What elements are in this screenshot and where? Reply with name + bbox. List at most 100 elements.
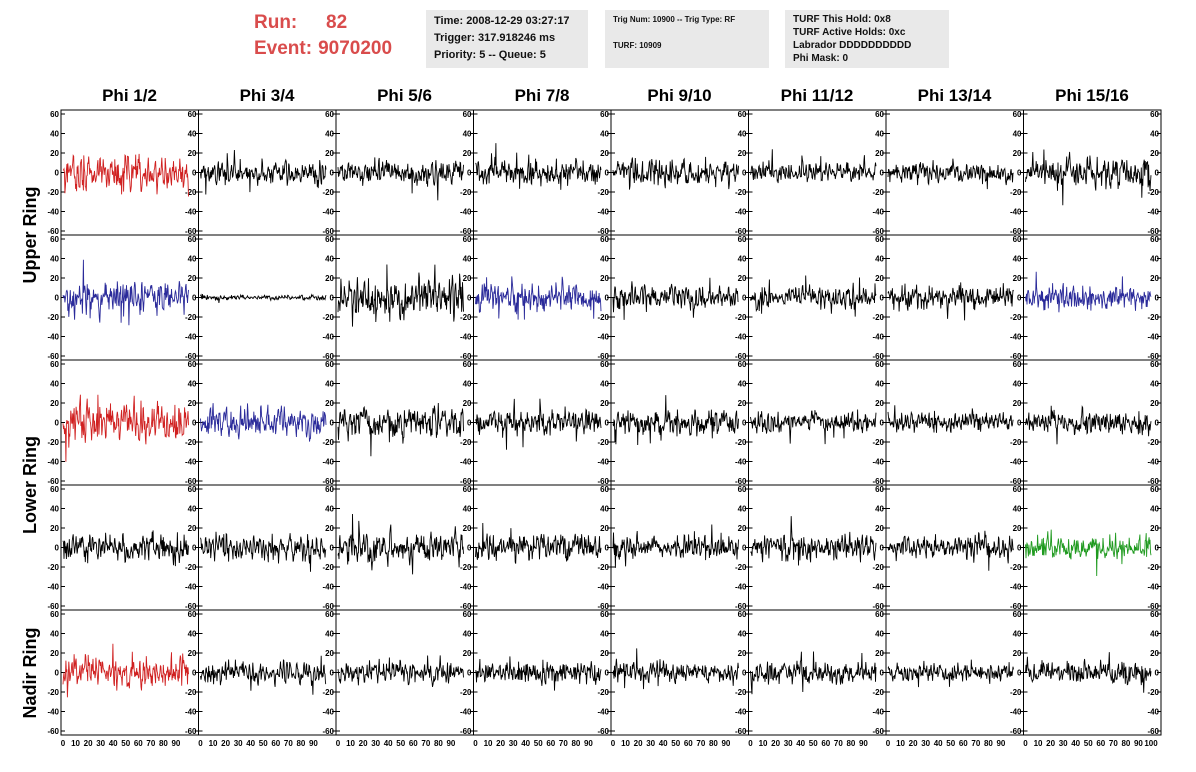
y-tick-label: -20 (597, 313, 609, 322)
y-tick-label: -60 (322, 477, 334, 486)
y-tick-label: 0 (742, 169, 747, 178)
y-tick-label: -20 (322, 688, 334, 697)
waveform-trace (200, 403, 327, 442)
y-tick-label-left: -60 (47, 477, 59, 486)
y-tick-label: -20 (185, 688, 197, 697)
y-tick-label: 60 (1013, 110, 1022, 119)
y-tick-label: -40 (872, 583, 884, 592)
y-tick-label: 0 (467, 419, 472, 428)
y-tick-label: 0 (880, 169, 885, 178)
y-tick-label: 60 (188, 360, 197, 369)
y-tick-label: 40 (325, 505, 334, 514)
y-tick-label: 0 (1155, 169, 1160, 178)
x-tick-label: 30 (371, 739, 380, 748)
y-tick-label: -20 (872, 313, 884, 322)
y-tick-label-left: 40 (50, 380, 59, 389)
panel-r5-c5: -60 -40 -20 0 20 40 60 (610, 609, 749, 736)
y-tick-label: 40 (738, 505, 747, 514)
y-tick-label: 20 (1150, 274, 1159, 283)
y-tick-label: -60 (322, 727, 334, 736)
y-tick-label: -40 (1010, 708, 1022, 717)
x-tick-label: 20 (909, 739, 918, 748)
y-tick-label: -40 (597, 333, 609, 342)
y-tick-label: 20 (875, 399, 884, 408)
y-tick-label: 20 (188, 649, 197, 658)
y-tick-label: -20 (1147, 188, 1159, 197)
y-tick-label: 40 (188, 505, 197, 514)
y-tick-label: -20 (322, 438, 334, 447)
y-tick-label: 60 (188, 485, 197, 494)
y-tick-label: -40 (1147, 208, 1159, 217)
y-tick-label: 0 (467, 169, 472, 178)
y-tick-label: -20 (735, 188, 747, 197)
x-tick-label: 90 (1134, 739, 1143, 748)
y-tick-label: -40 (322, 708, 334, 717)
y-tick-label-left: 20 (50, 524, 59, 533)
y-tick-label: 0 (742, 419, 747, 428)
y-tick-label: 60 (188, 110, 197, 119)
x-tick-label: 80 (571, 739, 580, 748)
panel-r3-c7: -60 -40 -20 0 20 40 60 (885, 359, 1024, 486)
y-tick-label: 40 (875, 630, 884, 639)
waveform-trace (612, 277, 739, 320)
x-tick-label: 20 (771, 739, 780, 748)
y-tick-label: -60 (872, 602, 884, 611)
y-tick-label: 60 (1150, 235, 1159, 244)
x-tick-label: 0 (748, 739, 753, 748)
y-tick-label: 0 (1155, 544, 1160, 553)
panel-r1-c8: -60 -40 -20 0 20 40 60 (1023, 109, 1162, 236)
y-tick-label: -20 (460, 188, 472, 197)
y-tick-label: 0 (467, 669, 472, 678)
y-tick-label: -60 (185, 352, 197, 361)
x-tick-label: 20 (359, 739, 368, 748)
y-tick-label: 20 (1150, 649, 1159, 658)
x-tick-label: 40 (796, 739, 805, 748)
run-label: Run: (254, 12, 298, 33)
y-tick-label: -40 (872, 208, 884, 217)
waveform-trace (62, 530, 189, 567)
panel-r2-c5: -60 -40 -20 0 20 40 60 (610, 234, 749, 361)
y-tick-label: -60 (597, 727, 609, 736)
turf-hold-text: TURF This Hold: 0x8 (793, 14, 891, 25)
y-tick-label: -60 (322, 602, 334, 611)
y-tick-label: 20 (463, 399, 472, 408)
y-tick-label: 60 (1013, 610, 1022, 619)
y-tick-label: 20 (1150, 524, 1159, 533)
y-tick-label: 20 (188, 524, 197, 533)
x-tick-label: 70 (284, 739, 293, 748)
panel-r3-c1: -60 -60 -40 -40 -20 -20 0 0 20 20 40 40 60 60 (47, 359, 199, 486)
y-tick-label: -40 (1010, 333, 1022, 342)
y-tick-label: 0 (605, 169, 610, 178)
time-info-box: Time: 2008-12-29 03:27:17 Trigger: 317.9… (426, 10, 588, 68)
y-tick-label-left: -20 (47, 188, 59, 197)
y-tick-label-left: -60 (47, 602, 59, 611)
y-tick-label: 20 (188, 149, 197, 158)
y-tick-label: 0 (1017, 669, 1022, 678)
x-tick-label: 40 (659, 739, 668, 748)
y-tick-label: -20 (872, 438, 884, 447)
panel-frame (610, 359, 749, 486)
x-tick-label: 80 (296, 739, 305, 748)
y-tick-label: -60 (185, 227, 197, 236)
y-tick-label: -40 (185, 333, 197, 342)
y-tick-label: -20 (185, 188, 197, 197)
waveform-trace (200, 655, 327, 695)
y-tick-label-left: -40 (47, 208, 59, 217)
y-tick-label: -20 (1010, 313, 1022, 322)
y-tick-label: -40 (185, 458, 197, 467)
y-tick-label-left: 60 (50, 235, 59, 244)
y-tick-label: -20 (597, 188, 609, 197)
y-tick-label: 20 (875, 649, 884, 658)
x-tick-label: 50 (1084, 739, 1093, 748)
x-tick-label: 40 (934, 739, 943, 748)
y-tick-label: -40 (185, 708, 197, 717)
y-tick-label: 0 (742, 669, 747, 678)
y-tick-label: 40 (188, 130, 197, 139)
y-tick-label: 60 (600, 610, 609, 619)
waveform-trace (62, 394, 189, 462)
y-tick-label: 60 (738, 110, 747, 119)
y-tick-label: -40 (735, 583, 747, 592)
y-tick-label-left: 0 (55, 669, 60, 678)
y-tick-label: -60 (460, 727, 472, 736)
x-tick-label: 40 (384, 739, 393, 748)
